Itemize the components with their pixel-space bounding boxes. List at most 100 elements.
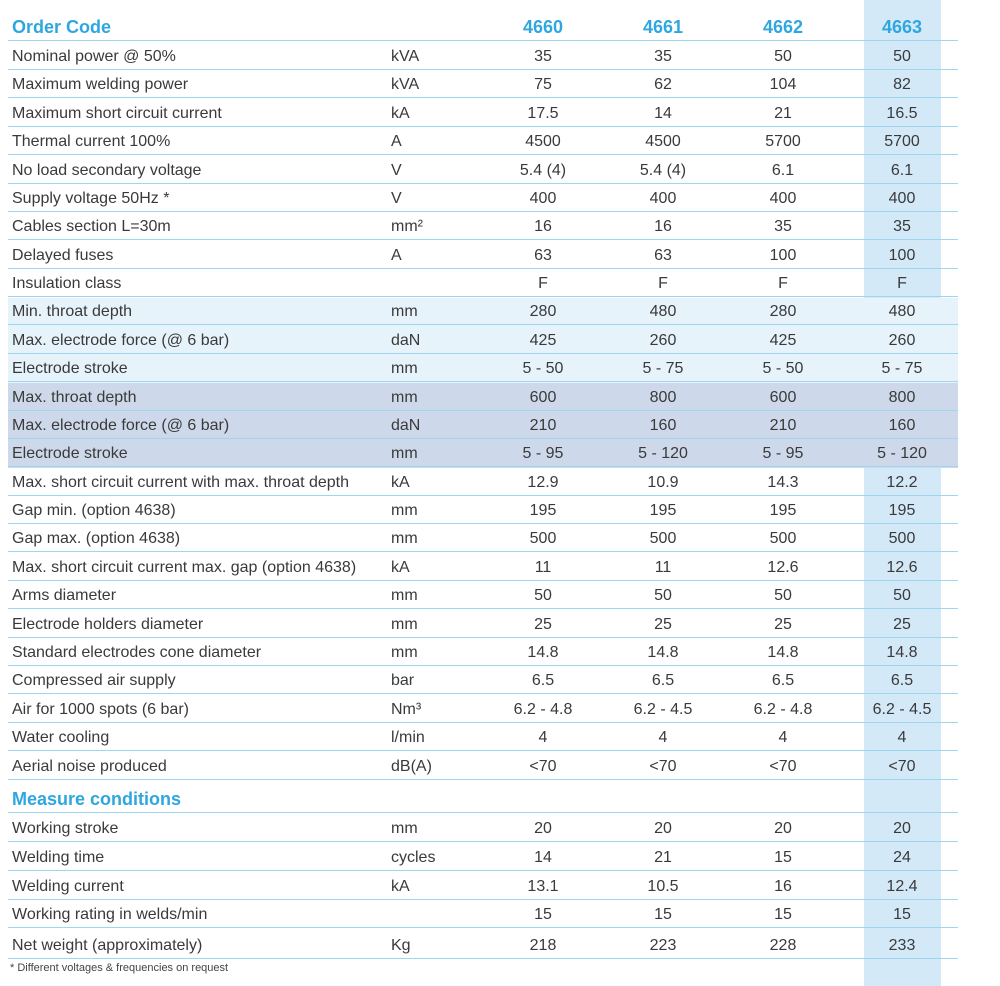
spec-value: 5 - 50 [522, 360, 564, 378]
spec-value: 20 [654, 820, 672, 837]
spec-value: 500 [529, 530, 557, 548]
spec-unit: mm [391, 360, 418, 378]
spec-value: 25 [534, 615, 552, 633]
spec-value: 50 [774, 587, 792, 605]
spec-unit: mm [391, 643, 418, 661]
spec-unit: cycles [391, 848, 436, 866]
spec-value: 21 [774, 104, 792, 122]
spec-label: Gap max. (option 4638) [12, 530, 181, 548]
spec-value: <70 [649, 757, 677, 775]
table-row: Electrode holders diameter mm 25 25 25 25 [8, 610, 958, 638]
row-rule [8, 210, 958, 212]
spec-value: F [658, 275, 668, 293]
table-row: Air for 1000 spots (6 bar) Nm³ 6.2 - 4.8 6.… [8, 695, 958, 723]
table-row: Gap min. (option 4638) mm 195 195 195 195 [8, 496, 958, 525]
spec-unit: Nm³ [391, 700, 422, 718]
spec-label: Working stroke [12, 820, 119, 837]
spec-value: 16 [654, 218, 672, 236]
table-row: Maximum short circuit current kA 17.5 14 21 1… [8, 99, 958, 127]
spec-value: F [778, 275, 788, 293]
spec-label: Electrode stroke [12, 360, 128, 378]
spec-label: Max. short circuit current max. gap (opt… [12, 558, 357, 576]
row-rule [8, 693, 958, 695]
table-row: Nominal power @ 50% kVA 35 35 50 50 [8, 42, 958, 70]
spec-value: 63 [534, 246, 552, 264]
row-rule [8, 721, 958, 723]
row-rule [8, 239, 958, 241]
spec-value: 228 [769, 937, 797, 955]
spec-value: <70 [888, 757, 916, 775]
spec-value: 12.9 [527, 473, 559, 491]
table-row: Electrode stroke mm 5 - 95 5 - 120 5 - 95 5 -… [8, 439, 958, 468]
row-rule [8, 154, 958, 156]
spec-unit: bar [391, 672, 415, 690]
spec-value: 223 [649, 937, 677, 955]
spec-unit: mm² [391, 218, 423, 236]
spec-value: 16.5 [886, 104, 918, 122]
spec-value: 195 [888, 502, 916, 520]
table-row: Working stroke mm 20 20 20 20 [8, 814, 958, 842]
row-rule [8, 958, 958, 960]
spec-value: 210 [529, 416, 557, 434]
table-row: Aerial noise produced dB(A) <70 <70 <70 <70 [8, 752, 958, 780]
spec-value: 4500 [645, 133, 681, 151]
spec-unit: mm [391, 820, 418, 837]
spec-unit: daN [391, 416, 421, 434]
spec-value: 5 - 95 [522, 445, 564, 463]
spec-value: <70 [769, 757, 797, 775]
row-rule [8, 182, 958, 184]
spec-value: 5.4 (4) [519, 161, 567, 179]
spec-value: 4 [538, 729, 548, 747]
spec-value: 5 - 75 [642, 360, 684, 378]
spec-value: 480 [888, 303, 916, 321]
table-row: Standard electrodes cone diameter mm 14.8 1… [8, 638, 958, 666]
table-row: Gap max. (option 4638) mm 500 500 500 500 [8, 524, 958, 553]
table-row: Max. throat depth mm 600 800 600 800 [8, 383, 958, 411]
spec-value: 100 [888, 246, 916, 264]
spec-value: 4 [897, 729, 907, 747]
spec-value: 14.3 [767, 473, 799, 491]
spec-value: 800 [649, 388, 677, 406]
spec-value: 24 [893, 848, 911, 866]
spec-unit: daN [391, 331, 421, 349]
order-code-4662: 4662 [762, 17, 804, 37]
spec-value: 35 [893, 218, 911, 236]
row-rule [8, 324, 958, 326]
spec-value: 12.2 [886, 473, 918, 491]
spec-value: 500 [769, 530, 797, 548]
table-row: No load secondary voltage V 5.4 (4) 5.4 (4)… [8, 156, 958, 184]
spec-value: 50 [534, 587, 552, 605]
table-row: Water cooling l/min 4 4 4 4 [8, 723, 958, 752]
spec-value: 14.8 [647, 643, 679, 661]
table-row: Max. short circuit current with max. thr… [8, 468, 958, 496]
row-rule [8, 927, 958, 929]
spec-value: 6.2 - 4.5 [872, 700, 932, 718]
spec-unit: mm [391, 445, 418, 463]
spec-value: 5 - 50 [762, 360, 804, 378]
row-rule [8, 579, 958, 581]
row-rule [8, 869, 958, 871]
row-rule [8, 296, 958, 298]
spec-value: 15 [654, 906, 672, 924]
table-row: Max. electrode force (@ 6 bar) daN 210 160 2… [8, 411, 958, 439]
spec-value: 12.6 [886, 558, 918, 576]
spec-unit: A [391, 246, 402, 264]
spec-unit: V [391, 189, 402, 207]
measure-conditions-row: Measure conditions [8, 785, 958, 813]
header-row: Order Code 4660 4661 4662 4663 [8, 13, 958, 41]
spec-value: 5 - 95 [762, 445, 804, 463]
spec-value: 425 [529, 331, 557, 349]
spec-value: 5.4 (4) [639, 161, 687, 179]
table-row: Max. electrode force (@ 6 bar) daN 425 260 4… [8, 326, 958, 354]
spec-label: Net weight (approximately) [12, 937, 203, 955]
spec-unit: A [391, 133, 402, 151]
row-rule [8, 466, 958, 468]
spec-value: 13.1 [527, 877, 559, 895]
spec-value: 12.4 [886, 877, 918, 895]
light-band [8, 298, 958, 383]
row-rule [8, 608, 958, 610]
spec-value: 6.5 [651, 672, 675, 690]
spec-label: Max. short circuit current with max. thr… [12, 473, 350, 491]
spec-value: 195 [769, 502, 797, 520]
